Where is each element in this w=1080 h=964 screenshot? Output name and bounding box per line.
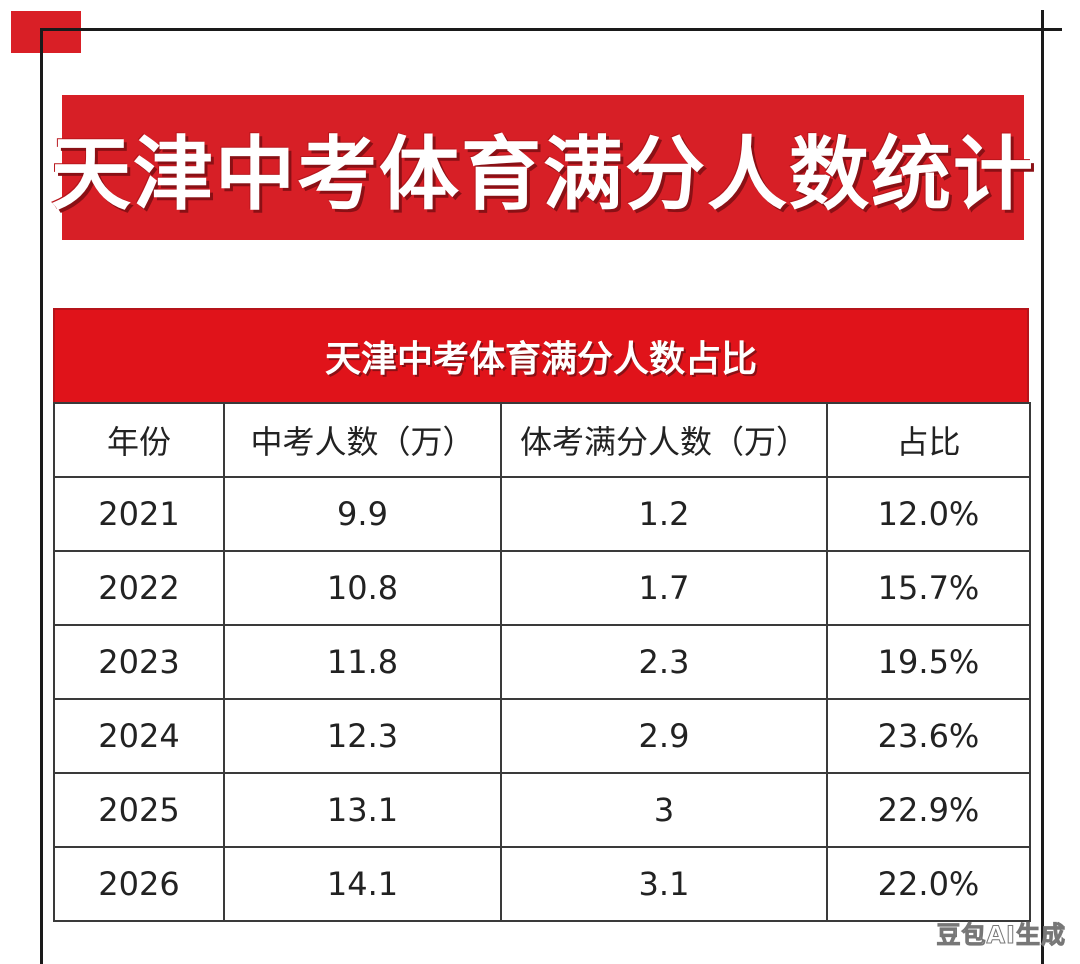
table-row: 2025 13.1 3 22.9% [53, 772, 1031, 848]
cell-exam-count: 11.8 [223, 624, 502, 700]
frame-left-line [40, 28, 43, 964]
cell-ratio: 19.5% [826, 624, 1031, 700]
cell-full-score-count: 2.9 [500, 698, 828, 774]
cell-full-score-count: 2.3 [500, 624, 828, 700]
table-caption-bar: 天津中考体育满分人数占比 [53, 308, 1029, 402]
header-full-score-count: 体考满分人数（万） [500, 402, 828, 478]
cell-ratio: 15.7% [826, 550, 1031, 626]
cell-exam-count: 9.9 [223, 476, 502, 552]
table-caption: 天津中考体育满分人数占比 [324, 339, 757, 380]
cell-ratio: 22.0% [826, 846, 1031, 922]
table-row: 2024 12.3 2.9 23.6% [53, 698, 1031, 774]
cell-exam-count: 14.1 [223, 846, 502, 922]
cell-year: 2025 [53, 772, 225, 848]
cell-year: 2021 [53, 476, 225, 552]
cell-full-score-count: 1.2 [500, 476, 828, 552]
cell-year: 2026 [53, 846, 225, 922]
cell-full-score-count: 1.7 [500, 550, 828, 626]
cell-ratio: 22.9% [826, 772, 1031, 848]
header-year: 年份 [53, 402, 225, 478]
stats-table-container: 天津中考体育满分人数占比 年份 中考人数（万） 体考满分人数（万） 占比 202… [53, 308, 1031, 922]
title-banner: 天津中考体育满分人数统计 [51, 95, 1033, 240]
header-ratio: 占比 [826, 402, 1031, 478]
page-title: 天津中考体育满分人数统计 [51, 127, 1035, 221]
frame-right-line [1041, 10, 1044, 964]
cell-ratio: 23.6% [826, 698, 1031, 774]
cell-year: 2024 [53, 698, 225, 774]
frame-top-line [40, 28, 1062, 31]
cell-full-score-count: 3.1 [500, 846, 828, 922]
stats-table: 年份 中考人数（万） 体考满分人数（万） 占比 2021 9.9 1.2 12.… [53, 402, 1031, 922]
ai-watermark: 豆包AI生成 [936, 921, 1066, 950]
cell-year: 2023 [53, 624, 225, 700]
table-row: 2022 10.8 1.7 15.7% [53, 550, 1031, 626]
corner-red-tag [11, 11, 81, 53]
cell-year: 2022 [53, 550, 225, 626]
table-row: 2021 9.9 1.2 12.0% [53, 476, 1031, 552]
cell-exam-count: 10.8 [223, 550, 502, 626]
cell-exam-count: 13.1 [223, 772, 502, 848]
header-exam-count: 中考人数（万） [223, 402, 502, 478]
cell-ratio: 12.0% [826, 476, 1031, 552]
cell-exam-count: 12.3 [223, 698, 502, 774]
table-row: 2023 11.8 2.3 19.5% [53, 624, 1031, 700]
table-header-row: 年份 中考人数（万） 体考满分人数（万） 占比 [53, 402, 1031, 478]
cell-full-score-count: 3 [500, 772, 828, 848]
table-row: 2026 14.1 3.1 22.0% [53, 846, 1031, 922]
